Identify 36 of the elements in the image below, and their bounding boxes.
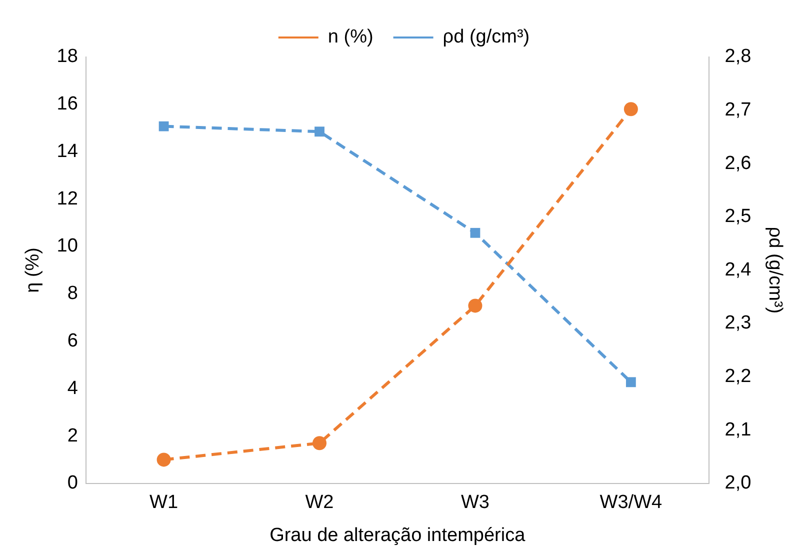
- point: [468, 298, 482, 313]
- point: [470, 228, 480, 238]
- y2-tick-label: 2,6: [724, 152, 752, 174]
- y2-tick-label: 2,7: [724, 100, 752, 121]
- y-tick-label: 12: [56, 188, 78, 210]
- y2-tick-label: 2,8: [724, 46, 752, 68]
- y2-tick-label: 2,4: [724, 259, 752, 280]
- y2-axis-title: ρd (g/cm³): [764, 226, 786, 314]
- x-axis-title: Grau de alteração intempérica: [270, 524, 526, 546]
- point: [624, 102, 638, 116]
- point: [626, 377, 636, 388]
- y-tick-label: 8: [67, 283, 78, 304]
- point: [156, 452, 171, 467]
- point: [314, 126, 324, 137]
- y-tick-label: 14: [56, 140, 78, 162]
- legend-label: ρd (g/cm³): [442, 26, 530, 48]
- y2-tick-label: 2,5: [724, 206, 752, 228]
- point: [312, 436, 327, 450]
- y2-tick-label: 2,1: [724, 419, 752, 440]
- y-tick-label: 0: [67, 472, 78, 494]
- y2-tick-label: 2,0: [724, 472, 752, 494]
- y-tick-label: 4: [67, 378, 78, 399]
- y2-tick-label: 2,2: [724, 366, 752, 388]
- y-tick-label: 18: [56, 46, 78, 68]
- y2-tick-label: 2,3: [724, 312, 752, 334]
- y-tick-label: 16: [56, 94, 78, 115]
- x-tick-label: W3: [460, 492, 490, 514]
- point: [158, 121, 169, 132]
- y-tick-label: 2: [67, 425, 78, 446]
- y-tick-label: 10: [56, 236, 78, 257]
- y-tick-label: 6: [67, 330, 78, 352]
- x-tick-label: W2: [305, 492, 334, 514]
- y-axis-title: η (%): [22, 247, 44, 293]
- x-tick-label: W3/W4: [600, 492, 662, 514]
- legend-label: n (%): [328, 26, 374, 48]
- x-tick-label: W1: [150, 492, 178, 514]
